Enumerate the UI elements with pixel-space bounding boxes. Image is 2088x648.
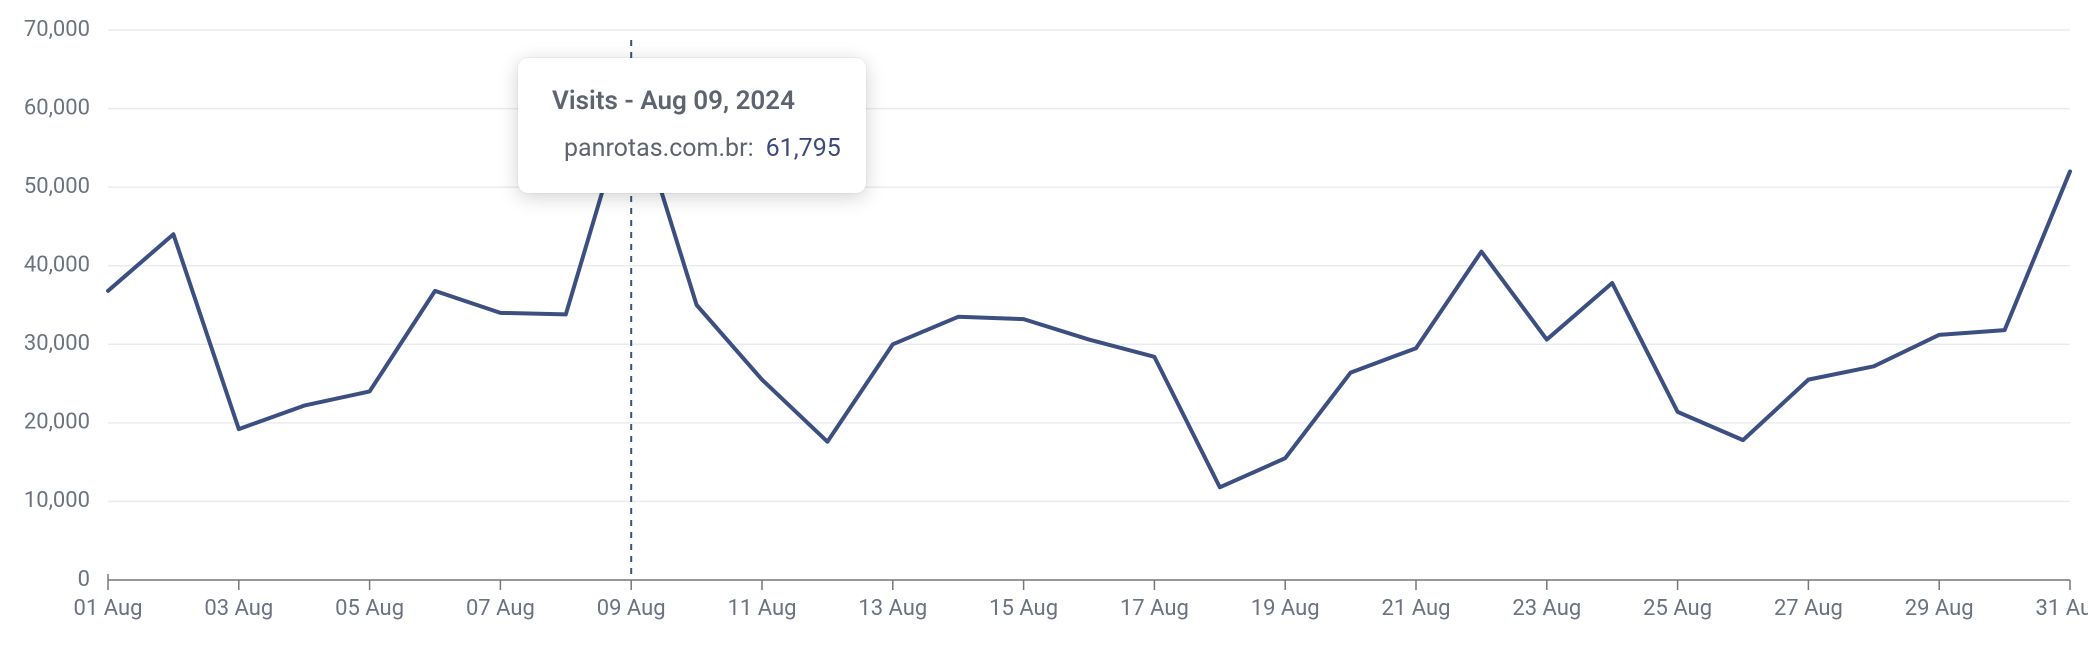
- svg-text:29 Aug: 29 Aug: [1905, 596, 1974, 621]
- svg-text:19 Aug: 19 Aug: [1251, 596, 1320, 621]
- svg-text:25 Aug: 25 Aug: [1643, 596, 1712, 621]
- svg-text:27 Aug: 27 Aug: [1774, 596, 1843, 621]
- svg-text:11 Aug: 11 Aug: [728, 596, 797, 621]
- svg-text:10,000: 10,000: [24, 488, 90, 513]
- tooltip-title: Visits - Aug 09, 2024: [552, 86, 832, 116]
- svg-text:30,000: 30,000: [24, 331, 90, 356]
- svg-text:05 Aug: 05 Aug: [335, 596, 404, 621]
- svg-text:01 Aug: 01 Aug: [74, 596, 143, 621]
- svg-text:60,000: 60,000: [24, 95, 90, 120]
- svg-text:21 Aug: 21 Aug: [1382, 596, 1451, 621]
- tooltip-row: panrotas.com.br: 61,795: [552, 134, 832, 163]
- svg-text:09 Aug: 09 Aug: [597, 596, 666, 621]
- svg-text:03 Aug: 03 Aug: [204, 596, 273, 621]
- svg-text:07 Aug: 07 Aug: [466, 596, 535, 621]
- tooltip-value: 61,795: [766, 134, 841, 163]
- svg-text:0: 0: [78, 567, 90, 592]
- visits-line-chart[interactable]: 0 10,000 20,000 30,000 40,000 50,000 60,000 70,…: [0, 0, 2088, 648]
- svg-text:13 Aug: 13 Aug: [858, 596, 927, 621]
- svg-text:20,000: 20,000: [24, 410, 90, 435]
- svg-text:31 Aug: 31 Aug: [2036, 596, 2088, 621]
- svg-text:70,000: 70,000: [24, 17, 90, 42]
- svg-text:50,000: 50,000: [24, 174, 90, 199]
- svg-text:15 Aug: 15 Aug: [989, 596, 1058, 621]
- svg-text:40,000: 40,000: [24, 253, 90, 278]
- chart-svg: 0 10,000 20,000 30,000 40,000 50,000 60,000 70,…: [0, 0, 2088, 648]
- svg-text:23 Aug: 23 Aug: [1512, 596, 1581, 621]
- chart-tooltip: Visits - Aug 09, 2024 panrotas.com.br: 6…: [518, 58, 866, 193]
- tooltip-site-label: panrotas.com.br:: [564, 134, 754, 163]
- svg-text:17 Aug: 17 Aug: [1120, 596, 1189, 621]
